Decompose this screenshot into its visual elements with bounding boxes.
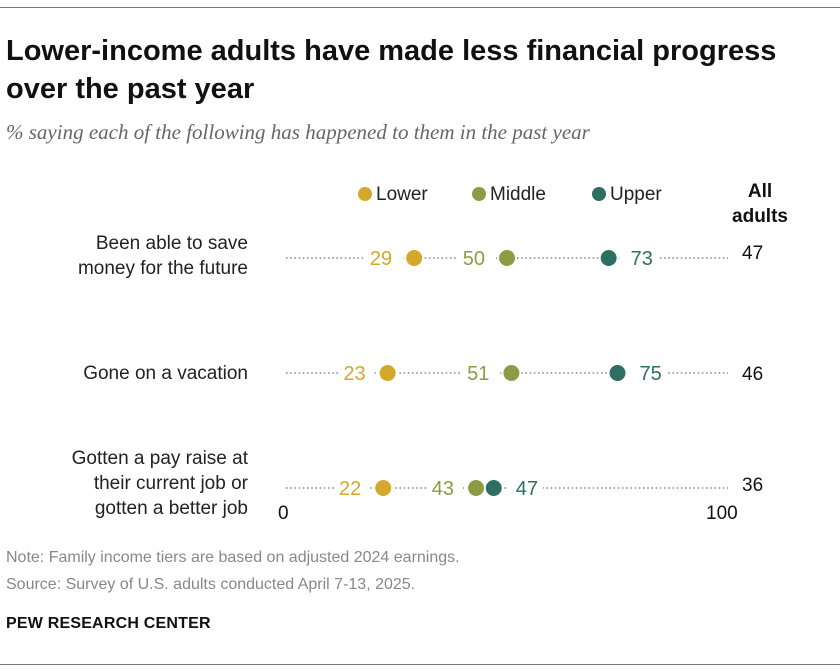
dot-lower: [406, 250, 423, 266]
data-label-middle: 43: [432, 478, 454, 500]
row-label-save-line-2: money for the future: [77, 258, 248, 279]
all-adults-header-line-1: All: [747, 181, 773, 202]
x-axis-max-label: 100: [706, 503, 738, 524]
label-knockout: [365, 246, 402, 270]
dot-upper: [485, 480, 502, 496]
label-knockout: [462, 361, 499, 385]
dot-lower: [375, 480, 392, 496]
label-knockout: [506, 476, 543, 500]
data-label-lower: 29: [370, 248, 392, 270]
x-axis-min-label: 0: [278, 503, 289, 524]
data-label-upper: 75: [640, 363, 662, 385]
note-text: Note: Family income tiers are based on a…: [6, 549, 460, 566]
all-adults-header-line-2: adults: [732, 206, 788, 227]
data-label-middle: 50: [463, 248, 485, 270]
dot-middle: [468, 480, 485, 496]
chart-title: Lower-income adults have made less finan…: [6, 35, 777, 105]
legend-item-upper: Upper: [592, 183, 662, 207]
bottom-rule: [0, 664, 840, 665]
row-label-pay-raise-line-3: gotten a better job: [94, 498, 248, 519]
data-label-upper: 73: [631, 248, 653, 270]
dot-middle: [503, 365, 520, 381]
top-rule: [0, 7, 840, 8]
all-adults-value: 36: [742, 475, 764, 496]
legend-dot-middle: [472, 187, 486, 201]
label-knockout: [458, 246, 494, 270]
row-label-pay-raise-line-2: their current job or: [93, 473, 248, 494]
dot-lower: [379, 365, 396, 381]
dot-middle: [499, 250, 515, 266]
legend-dot-upper: [592, 187, 606, 201]
all-adults-value: 47: [742, 243, 764, 264]
row-label-save: Been able to save money for the future: [78, 231, 248, 281]
legend-dot-lower: [358, 187, 372, 201]
label-knockout: [427, 476, 464, 500]
chart-subtitle: % saying each of the following has happe…: [6, 120, 590, 144]
row-label-pay-raise: Gotten a pay raise at their current job …: [72, 446, 248, 521]
pew-logo-text: PEW RESEARCH CENTER: [6, 615, 211, 632]
legend-label-lower: Lower: [376, 184, 428, 205]
data-label-upper: 47: [516, 478, 538, 500]
data-label-lower: 22: [339, 478, 361, 500]
legend-item-middle: Middle: [472, 183, 546, 207]
row-label-vacation-line-1: Gone on a vacation: [83, 363, 248, 384]
label-knockout: [338, 361, 375, 385]
legend-label-middle: Middle: [490, 184, 546, 205]
label-knockout: [621, 246, 658, 270]
dot-plot: 29 50 73 23 51 75 22 43 47: [286, 246, 728, 500]
source-text: Source: Survey of U.S. adults conducted …: [6, 576, 416, 593]
all-adults-value: 46: [742, 364, 764, 385]
row-label-save-line-1: Been able to save: [95, 233, 248, 254]
data-label-lower: 23: [343, 363, 365, 385]
data-label-middle: 51: [467, 363, 489, 385]
label-knockout: [334, 476, 371, 500]
dot-upper: [600, 250, 617, 266]
all-adults-header: All adults: [720, 179, 800, 229]
row-label-pay-raise-line-1: Gotten a pay raise at: [71, 448, 248, 469]
row-label-vacation: Gone on a vacation: [83, 361, 248, 386]
legend-item-lower: Lower: [358, 183, 428, 207]
label-knockout: [630, 361, 667, 385]
legend-label-upper: Upper: [610, 184, 662, 205]
dot-upper: [609, 365, 626, 381]
